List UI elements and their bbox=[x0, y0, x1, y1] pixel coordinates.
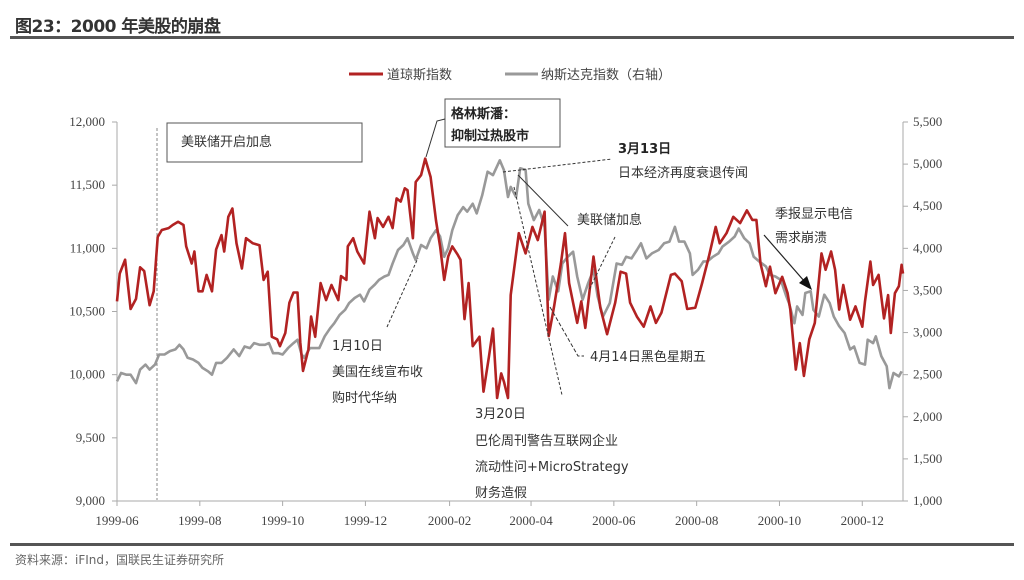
telecom-arrow-line bbox=[763, 234, 806, 283]
left-tick-label: 10,000 bbox=[69, 367, 105, 382]
mar13-text: 日本经济再度衰退传闻 bbox=[618, 165, 748, 181]
jan10-leader bbox=[386, 257, 419, 328]
x-tick-label: 1999-12 bbox=[344, 513, 387, 528]
dow-jones-series-line bbox=[115, 157, 905, 400]
figure-title: 图23：2000 年美股的崩盘 bbox=[15, 17, 221, 37]
fed-start-box bbox=[166, 122, 363, 163]
footer-divider bbox=[10, 543, 1014, 546]
jan10-date: 1月10日 bbox=[332, 339, 383, 354]
jan10-text-1: 美国在线宣布收 bbox=[332, 364, 423, 380]
x-tick-label: 2000-04 bbox=[509, 513, 553, 528]
right-tick-label: 5,500 bbox=[913, 114, 942, 129]
x-tick-label: 1999-08 bbox=[178, 513, 221, 528]
greenspan-box bbox=[444, 98, 561, 148]
left-tick-label: 9,000 bbox=[76, 493, 105, 508]
fed-hike-leader bbox=[517, 174, 569, 227]
right-tick-label: 1,000 bbox=[913, 493, 942, 508]
mar20-leader bbox=[513, 186, 563, 396]
right-tick-label: 4,500 bbox=[913, 198, 942, 213]
left-tick-label: 11,000 bbox=[70, 240, 105, 255]
legend-label-dow: 道琼斯指数 bbox=[387, 68, 452, 83]
source-note: 资料来源：iFInd，国联民生证券研究所 bbox=[15, 553, 224, 567]
telecom-text-1: 季报显示电信 bbox=[775, 207, 853, 222]
greenspan-leader bbox=[425, 118, 446, 158]
x-tick-label: 1999-10 bbox=[261, 513, 304, 528]
right-tick-label: 5,000 bbox=[913, 156, 942, 171]
legend-label-nasdaq: 纳斯达克指数（右轴） bbox=[541, 68, 671, 83]
mar13-date: 3月13日 bbox=[618, 142, 671, 157]
legend: 道琼斯指数 纳斯达克指数（右轴） bbox=[349, 68, 671, 83]
mar20-text-3: 财务造假 bbox=[475, 485, 527, 501]
x-tick-label: 2000-02 bbox=[428, 513, 471, 528]
right-tick-label: 2,500 bbox=[913, 367, 942, 382]
telecom-text-2: 需求崩溃 bbox=[775, 231, 827, 246]
x-tick-label: 2000-12 bbox=[841, 513, 884, 528]
mar20-text-1: 巴伦周刊警告互联网企业 bbox=[475, 433, 618, 449]
fed-hike-label: 美联储加息 bbox=[577, 212, 642, 228]
line-chart: 道琼斯指数 纳斯达克指数（右轴） 9,000 9,500 10,000 10,500 1… bbox=[69, 68, 942, 528]
left-tick-label: 12,000 bbox=[69, 114, 105, 129]
apr14-leader bbox=[549, 306, 584, 357]
left-tick-label: 10,500 bbox=[69, 304, 105, 319]
apr14-label: 4月14日黑色星期五 bbox=[590, 349, 706, 365]
right-tick-label: 4,000 bbox=[913, 240, 942, 255]
mar13-leader bbox=[502, 158, 613, 173]
left-tick-label: 11,500 bbox=[70, 177, 105, 192]
greenspan-label-2: 抑制过热股市 bbox=[451, 128, 529, 144]
right-tick-label: 3,000 bbox=[913, 325, 942, 340]
left-tick-label: 9,500 bbox=[76, 430, 105, 445]
x-tick-label: 2000-08 bbox=[675, 513, 718, 528]
mar20-date: 3月20日 bbox=[475, 407, 526, 422]
x-tick-label: 2000-10 bbox=[758, 513, 801, 528]
mar20-text-2: 流动性问+MicroStrategy bbox=[475, 460, 629, 475]
right-tick-label: 2,000 bbox=[913, 409, 942, 424]
title-divider bbox=[10, 36, 1014, 39]
jan10-text-2: 购时代华纳 bbox=[332, 390, 397, 406]
fed-start-label: 美联储开启加息 bbox=[181, 134, 272, 150]
right-tick-label: 1,500 bbox=[913, 451, 942, 466]
telecom-arrow-head bbox=[799, 276, 812, 290]
x-tick-label: 2000-06 bbox=[592, 513, 636, 528]
right-tick-label: 3,500 bbox=[913, 282, 942, 297]
greenspan-label-1: 格林斯潘： bbox=[451, 106, 516, 122]
x-tick-label: 1999-06 bbox=[95, 513, 139, 528]
